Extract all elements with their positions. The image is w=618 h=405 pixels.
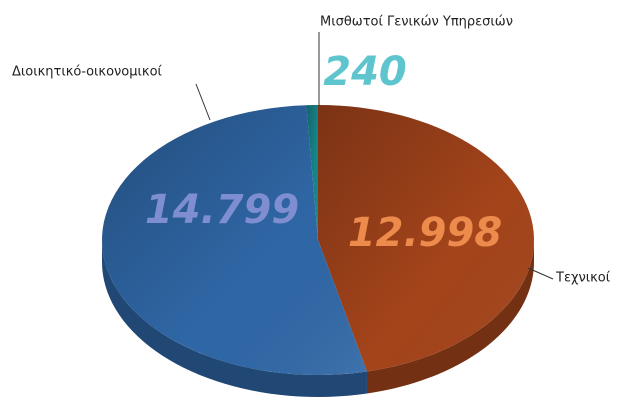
slice-shade <box>102 105 367 375</box>
category-label: Διοικητικό-οικονομικοί <box>12 65 163 80</box>
slice-shade <box>306 105 318 240</box>
category-label: Τεχνικοί <box>555 271 611 286</box>
value-label: 12.998 <box>348 210 502 256</box>
slice-side <box>102 240 367 397</box>
value-label: 14.799 <box>145 187 299 233</box>
slice-side <box>366 240 534 394</box>
category-label: Μισθωτοί Γενικών Υπηρεσιών <box>320 15 513 30</box>
leader-line <box>527 267 554 280</box>
leader-line <box>195 83 211 121</box>
value-label: 240 <box>323 49 407 95</box>
slice-shade <box>318 105 534 372</box>
